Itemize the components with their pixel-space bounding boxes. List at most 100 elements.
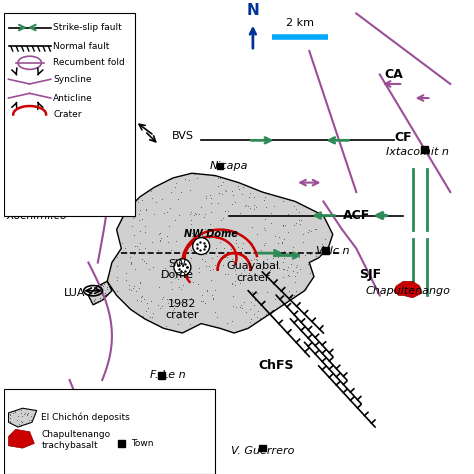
Point (171, 217, 179, 224)
Point (251, 290, 258, 297)
Point (98, 285, 106, 293)
Point (90, 296, 98, 304)
Point (228, 281, 236, 288)
Point (196, 268, 203, 276)
Point (131, 242, 139, 250)
Text: LUA: LUA (64, 288, 85, 298)
Point (20, 410, 28, 418)
Point (183, 295, 191, 303)
Point (190, 170, 198, 178)
Point (248, 256, 255, 264)
Point (124, 206, 131, 213)
Point (281, 252, 288, 259)
Point (302, 285, 310, 292)
Point (239, 239, 246, 247)
Point (99, 292, 106, 299)
Point (141, 222, 148, 229)
Point (13, 416, 20, 423)
Point (172, 295, 179, 303)
Point (322, 236, 329, 243)
Point (98, 287, 105, 294)
Point (197, 243, 204, 251)
Polygon shape (107, 173, 333, 333)
Point (170, 298, 177, 306)
Point (137, 297, 145, 305)
Point (186, 210, 194, 218)
Point (173, 266, 181, 273)
Point (191, 232, 199, 239)
Point (24, 409, 32, 417)
Point (279, 273, 287, 281)
Point (96, 294, 103, 302)
Point (101, 289, 109, 296)
Point (284, 272, 292, 279)
Text: 2 km: 2 km (286, 18, 314, 27)
Point (196, 210, 203, 218)
Text: Recumbent fold: Recumbent fold (53, 58, 125, 67)
Point (153, 198, 160, 206)
Text: Nicapa: Nicapa (210, 161, 249, 171)
Point (122, 276, 130, 284)
Point (164, 209, 171, 216)
Point (250, 310, 257, 318)
Point (201, 225, 209, 233)
Point (101, 293, 109, 301)
Point (267, 210, 275, 217)
Point (270, 202, 278, 210)
Point (210, 230, 218, 238)
Point (212, 234, 220, 242)
Point (138, 196, 146, 203)
Point (168, 272, 175, 279)
Point (149, 309, 156, 317)
Point (248, 288, 255, 296)
Point (211, 286, 219, 294)
Point (206, 220, 213, 228)
Point (175, 299, 182, 307)
Point (292, 264, 300, 271)
Point (158, 295, 165, 303)
Point (18, 412, 26, 419)
Point (237, 250, 244, 257)
Point (155, 301, 162, 309)
Point (132, 265, 139, 273)
Point (312, 226, 319, 233)
Point (97, 281, 105, 288)
Point (246, 306, 254, 313)
Point (269, 255, 277, 262)
Point (187, 294, 195, 301)
Point (269, 280, 277, 288)
Point (250, 205, 258, 213)
Point (219, 261, 227, 269)
Point (210, 265, 217, 273)
Point (292, 219, 300, 227)
Point (311, 225, 319, 232)
Point (161, 209, 168, 217)
Text: V. Guerrero: V. Guerrero (230, 446, 294, 456)
Point (224, 253, 231, 260)
Point (101, 289, 109, 297)
Point (197, 203, 205, 211)
Point (174, 314, 182, 322)
Point (147, 297, 155, 305)
Point (292, 205, 300, 212)
Point (233, 270, 240, 278)
Point (103, 285, 111, 293)
Point (135, 284, 143, 292)
Point (274, 239, 282, 247)
Point (208, 248, 215, 256)
Point (141, 228, 149, 236)
Point (216, 174, 224, 182)
Point (129, 284, 137, 292)
Point (296, 266, 303, 273)
Point (125, 286, 132, 293)
Point (264, 289, 271, 296)
Point (201, 210, 209, 218)
Point (210, 227, 217, 235)
Point (122, 269, 130, 277)
Point (132, 288, 140, 295)
Point (7, 419, 14, 426)
Point (130, 208, 138, 215)
FancyBboxPatch shape (4, 13, 136, 216)
Point (177, 298, 184, 306)
Text: CF: CF (394, 131, 412, 145)
